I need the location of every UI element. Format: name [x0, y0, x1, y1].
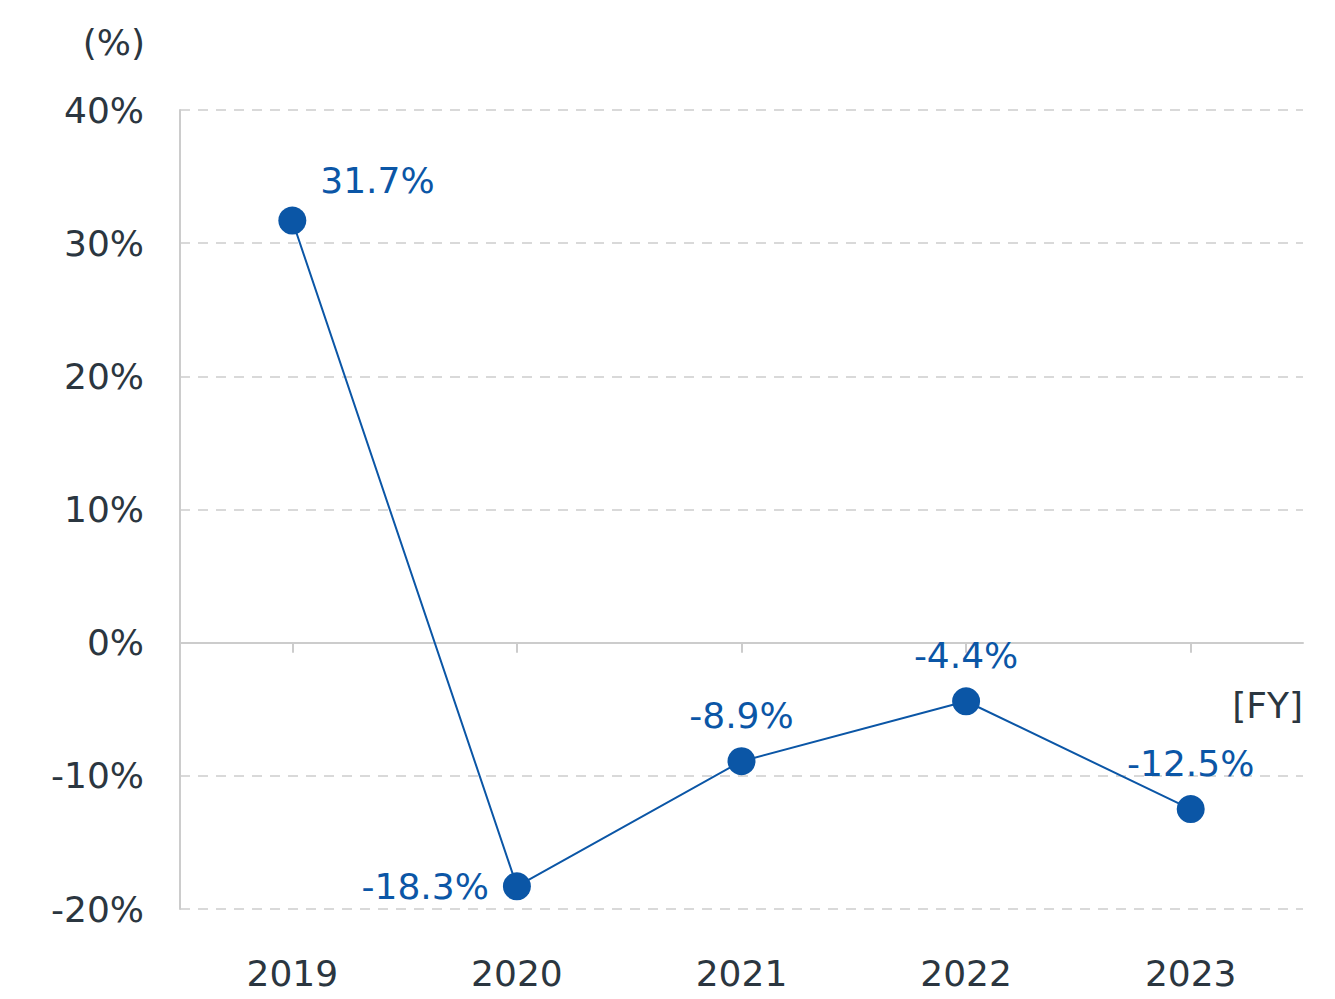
- svg-text:40%: 40%: [64, 90, 144, 131]
- svg-text:10%: 10%: [64, 489, 144, 530]
- svg-text:-10%: -10%: [51, 755, 144, 796]
- svg-text:2023: 2023: [1145, 953, 1237, 994]
- svg-text:0%: 0%: [87, 622, 144, 663]
- svg-text:-20%: -20%: [51, 889, 144, 930]
- svg-text:(%): (%): [83, 22, 145, 63]
- svg-text:-12.5%: -12.5%: [1127, 743, 1254, 784]
- svg-text:2019: 2019: [246, 953, 338, 994]
- svg-text:-18.3%: -18.3%: [362, 866, 489, 907]
- svg-text:2020: 2020: [471, 953, 563, 994]
- svg-text:-4.4%: -4.4%: [914, 635, 1018, 676]
- svg-text:[FY]: [FY]: [1232, 685, 1303, 726]
- svg-text:2022: 2022: [920, 953, 1012, 994]
- svg-text:30%: 30%: [64, 223, 144, 264]
- svg-text:-8.9%: -8.9%: [689, 695, 793, 736]
- svg-text:2021: 2021: [696, 953, 788, 994]
- svg-text:20%: 20%: [64, 356, 144, 397]
- svg-text:31.7%: 31.7%: [320, 160, 434, 201]
